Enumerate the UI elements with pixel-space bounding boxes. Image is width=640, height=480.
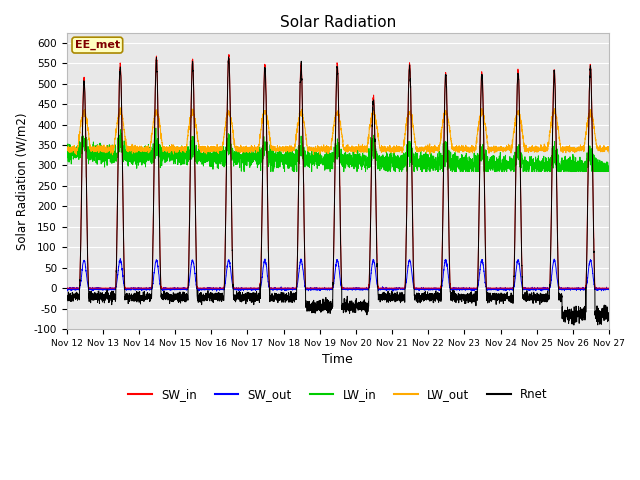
LW_out — [318, 146, 326, 152]
LW_in — [605, 165, 613, 170]
Rnet — [605, 312, 613, 317]
SW_out — [460, 287, 467, 292]
SW_in — [605, 285, 613, 291]
LW_out — [109, 152, 116, 158]
Y-axis label: Solar Radiation (W/m2): Solar Radiation (W/m2) — [15, 112, 28, 250]
LW_in — [152, 125, 159, 131]
LW_in — [161, 157, 168, 163]
Line: SW_in: SW_in — [67, 55, 609, 288]
LW_in — [429, 164, 437, 170]
Rnet — [317, 305, 325, 311]
SW_in — [63, 285, 70, 291]
LW_out — [161, 146, 168, 152]
LW_out — [63, 146, 70, 152]
SW_in — [225, 52, 233, 58]
LW_out — [490, 150, 498, 156]
LW_in — [460, 160, 467, 166]
Rnet — [570, 322, 578, 328]
Rnet — [63, 291, 70, 297]
X-axis label: Time: Time — [323, 353, 353, 366]
SW_in — [490, 285, 498, 291]
LW_out — [429, 145, 437, 151]
Rnet — [460, 293, 467, 299]
LW_out — [460, 144, 467, 149]
LW_in — [240, 168, 248, 174]
Line: Rnet: Rnet — [67, 57, 609, 325]
Legend: SW_in, SW_out, LW_in, LW_out, Rnet: SW_in, SW_out, LW_in, LW_out, Rnet — [124, 384, 552, 406]
Line: LW_in: LW_in — [67, 128, 609, 171]
LW_in — [63, 148, 70, 154]
SW_in — [429, 285, 437, 291]
Rnet — [605, 312, 612, 318]
Rnet — [160, 288, 168, 294]
SW_in — [460, 285, 467, 291]
SW_in — [605, 285, 612, 291]
Title: Solar Radiation: Solar Radiation — [280, 15, 396, 30]
SW_out — [161, 287, 168, 292]
Line: SW_out: SW_out — [67, 259, 609, 291]
LW_out — [605, 150, 613, 156]
Rnet — [490, 297, 498, 302]
SW_out — [63, 287, 70, 292]
Rnet — [225, 54, 232, 60]
SW_out — [116, 256, 124, 262]
Rnet — [429, 292, 437, 298]
SW_out — [605, 286, 613, 291]
SW_out — [317, 286, 325, 291]
Line: LW_out: LW_out — [67, 108, 609, 155]
LW_in — [318, 153, 326, 158]
SW_out — [429, 285, 437, 291]
SW_in — [317, 285, 325, 291]
Text: EE_met: EE_met — [75, 40, 120, 50]
SW_out — [490, 286, 498, 291]
LW_out — [116, 105, 124, 110]
SW_in — [160, 285, 168, 291]
SW_out — [389, 288, 397, 294]
LW_in — [605, 168, 612, 174]
LW_out — [605, 147, 612, 153]
LW_in — [490, 162, 498, 168]
SW_out — [605, 287, 612, 293]
